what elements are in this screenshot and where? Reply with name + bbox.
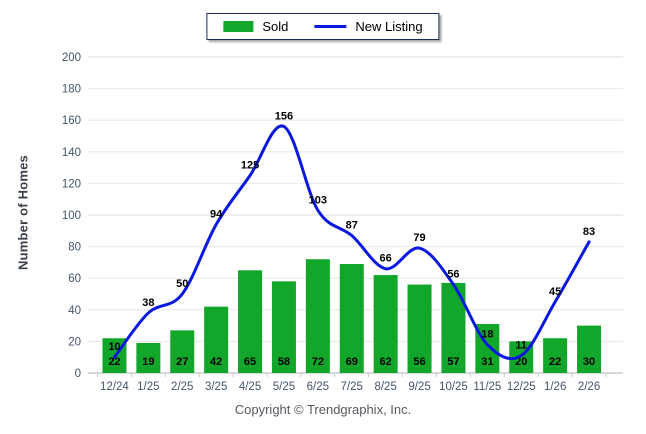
sold-swatch (223, 21, 254, 32)
y-tick-label: 200 (62, 52, 81, 64)
y-tick-label: 180 (62, 84, 81, 96)
x-tick-label: 2/26 (578, 381, 600, 393)
y-tick-label: 100 (62, 210, 81, 222)
x-tick-label: 3/25 (205, 381, 227, 393)
line-point-label: 103 (309, 194, 327, 206)
legend-label-sold: Sold (262, 19, 289, 34)
line-point-label: 156 (275, 111, 293, 123)
line-point-label: 18 (481, 329, 493, 341)
y-tick-label: 140 (62, 147, 81, 159)
legend: Sold New Listing (206, 13, 440, 40)
bar-label: 72 (312, 356, 324, 368)
bar (271, 281, 296, 373)
bar-label: 22 (108, 356, 120, 368)
bar-label: 30 (583, 356, 595, 368)
bar-label: 65 (244, 356, 256, 368)
x-tick-label: 6/25 (307, 381, 329, 393)
bar-label: 62 (380, 356, 392, 368)
line-point-label: 50 (176, 278, 188, 290)
bar-label: 19 (142, 356, 154, 368)
bar (407, 284, 432, 373)
bar-label: 31 (481, 356, 493, 368)
bar (238, 270, 263, 373)
y-tick-label: 120 (62, 178, 81, 190)
bar (204, 306, 229, 373)
y-tick-label: 160 (62, 115, 81, 127)
line-point-label: 66 (380, 253, 392, 265)
bar-label: 20 (515, 356, 527, 368)
x-tick-label: 12/25 (507, 381, 536, 393)
line-point-label: 83 (583, 226, 595, 238)
x-tick-label: 2/25 (171, 381, 193, 393)
line-path (112, 124, 591, 361)
bar (170, 330, 195, 373)
x-tick-label: 4/25 (239, 381, 261, 393)
bar-label: 22 (549, 356, 561, 368)
y-tick-label: 60 (68, 273, 81, 285)
x-tick-label: 12/24 (100, 381, 129, 393)
bar (577, 325, 602, 373)
line-point-label: 56 (447, 269, 459, 281)
bar-label: 58 (278, 356, 290, 368)
bar-label: 27 (176, 356, 188, 368)
x-tick-label: 11/25 (473, 381, 501, 393)
line-point-label: 45 (549, 286, 561, 298)
line-point-label: 94 (210, 208, 223, 220)
bar (339, 263, 364, 373)
bar (543, 338, 568, 373)
bar-label: 57 (447, 356, 459, 368)
line-point-label: 79 (413, 232, 425, 244)
y-tick-label: 40 (68, 305, 81, 317)
line-point-label: 38 (142, 297, 154, 309)
line-point-label: 125 (241, 160, 259, 172)
bar-label: 42 (210, 356, 222, 368)
x-tick-label: 7/25 (341, 381, 363, 393)
bar (373, 275, 398, 373)
x-tick-label: 8/25 (374, 381, 396, 393)
line-point-label: 10 (108, 341, 120, 353)
legend-label-new-listing: New Listing (355, 19, 423, 34)
y-tick-label: 80 (68, 242, 81, 254)
y-tick-label: 20 (68, 336, 81, 348)
x-tick-label: 1/25 (137, 381, 159, 393)
bar-label: 69 (346, 356, 358, 368)
y-tick-label: 0 (75, 368, 81, 380)
x-tick-label: 5/25 (273, 381, 295, 393)
copyright: Copyright © Trendgraphix, Inc. (234, 402, 412, 417)
x-tick-label: 1/26 (544, 381, 566, 393)
line-point-label: 11 (515, 340, 527, 352)
bar (136, 342, 161, 373)
bar-label: 56 (413, 356, 425, 368)
bar (305, 259, 330, 373)
x-tick-label: 9/25 (408, 381, 430, 393)
line-point-label: 87 (346, 220, 358, 232)
new-listing-line-swatch (314, 25, 347, 28)
x-tick-label: 10/25 (439, 381, 468, 393)
